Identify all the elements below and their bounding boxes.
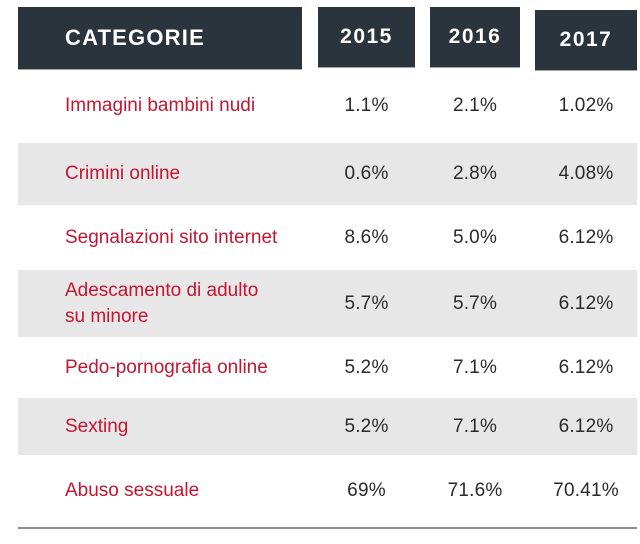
row-label: Immagini bambini nudi: [65, 95, 256, 117]
table-row: Crimini online 0.6% 2.8% 4.08%: [18, 143, 637, 205]
row-value-2016: 2.1%: [452, 95, 498, 116]
row-value-2015: 5.7%: [344, 292, 389, 314]
row-value-2015: 1.1%: [344, 95, 389, 116]
row-value-2015: 5.2%: [344, 415, 389, 437]
table-bottom-rule: [18, 527, 637, 529]
table-row: Sexting 5.2% 7.1% 6.12%: [18, 398, 637, 455]
row-label: Adescamento di adulto su minore: [65, 280, 259, 327]
row-value-2016: 5.7%: [452, 292, 498, 314]
table-row: Adescamento di adulto su minore 5.7% 5.7…: [18, 270, 637, 337]
row-label: Abuso sessuale: [65, 480, 200, 502]
row-value-2015: 0.6%: [344, 163, 389, 184]
table-row: Abuso sessuale 69% 71.6% 70.41%: [18, 455, 637, 527]
row-value-2016: 7.1%: [452, 415, 498, 437]
row-value-2016: 5.0%: [452, 226, 498, 248]
row-value-2015: 5.2%: [344, 356, 389, 378]
row-value-2015: 8.6%: [344, 226, 389, 248]
row-label: Crimini online: [65, 163, 181, 185]
header-cell-categorie: CATEGORIE: [18, 7, 302, 69]
table-row: Immagini bambini nudi 1.1% 2.1% 1.02%: [18, 69, 637, 143]
row-value-2017: 6.12%: [558, 292, 614, 314]
row-value-2017: 1.02%: [558, 95, 614, 116]
row-value-2016: 2.8%: [452, 163, 498, 184]
row-value-2017: 6.12%: [558, 415, 614, 437]
row-value-2017: 6.12%: [558, 226, 614, 248]
row-value-2016: 7.1%: [452, 356, 498, 378]
row-value-2017: 6.12%: [558, 356, 614, 378]
table-row: Segnalazioni sito internet 8.6% 5.0% 6.1…: [18, 205, 637, 270]
header-cell-2016: 2016: [430, 7, 520, 67]
table-header-row: CATEGORIE 2015 2016 2017: [18, 7, 637, 70]
table-row: Pedo-pornografia online 5.2% 7.1% 6.12%: [18, 337, 637, 398]
row-label: Sexting: [65, 415, 129, 437]
row-value-2017: 70.41%: [553, 480, 619, 501]
header-cell-2017: 2017: [535, 10, 637, 70]
row-value-2015: 69%: [347, 480, 386, 501]
categories-statistics-table: CATEGORIE 2015 2016 2017 Immagini bambin…: [18, 7, 637, 529]
row-label: Segnalazioni sito internet: [65, 226, 278, 248]
header-cell-2015: 2015: [318, 7, 415, 67]
row-value-2016: 71.6%: [447, 480, 503, 501]
row-label: Pedo-pornografia online: [65, 356, 268, 378]
row-value-2017: 4.08%: [558, 163, 614, 184]
